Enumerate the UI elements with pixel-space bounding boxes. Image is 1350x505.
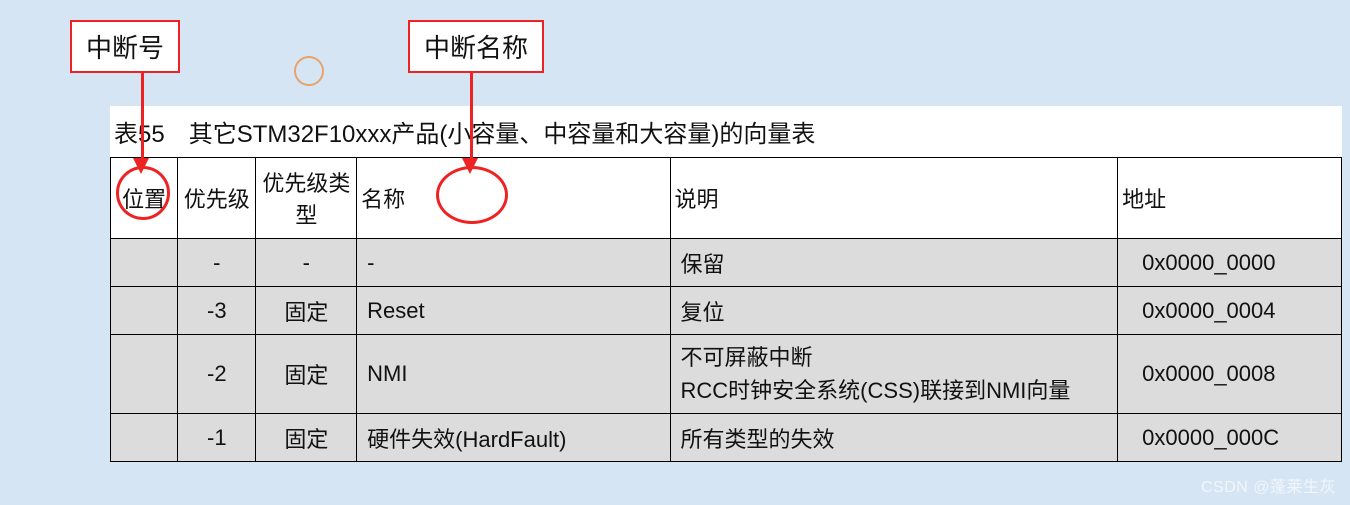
cell-desc: 保留 — [670, 239, 1118, 287]
table-body: ---保留0x0000_0000-3固定Reset复位0x0000_0004-2… — [111, 239, 1342, 462]
table-header-row: 位置 优先级 优先级类型 名称 说明 地址 — [111, 158, 1342, 239]
cell-pos — [111, 335, 178, 414]
cell-desc: 所有类型的失效 — [670, 414, 1118, 462]
vector-table: 位置 优先级 优先级类型 名称 说明 地址 ---保留0x0000_0000-3… — [110, 157, 1342, 462]
cell-prio: -3 — [178, 287, 256, 335]
cell-addr: 0x0000_0000 — [1118, 239, 1342, 287]
table-caption: 表55 其它STM32F10xxx产品(小容量、中容量和大容量)的向量表 — [110, 106, 1342, 157]
cell-addr: 0x0000_000C — [1118, 414, 1342, 462]
table-row: -2固定NMI不可屏蔽中断RCC时钟安全系统(CSS)联接到NMI向量0x000… — [111, 335, 1342, 414]
arrow-stem-left — [141, 64, 144, 160]
cell-addr: 0x0000_0004 — [1118, 287, 1342, 335]
callout-interrupt-name: 中断名称 — [408, 20, 544, 73]
document-page: 表55 其它STM32F10xxx产品(小容量、中容量和大容量)的向量表 位置 … — [110, 106, 1342, 462]
cell-line: RCC时钟安全系统(CSS)联接到NMI向量 — [681, 374, 1110, 407]
th-priority-type: 优先级类型 — [256, 158, 357, 239]
arrow-stem-right — [470, 64, 473, 160]
cell-type: 固定 — [256, 287, 357, 335]
circle-position-header — [116, 166, 170, 220]
cell-name: NMI — [357, 335, 670, 414]
cell-prio: - — [178, 239, 256, 287]
cell-desc: 复位 — [670, 287, 1118, 335]
cell-prio: -2 — [178, 335, 256, 414]
cell-pos — [111, 414, 178, 462]
small-marker-circle — [294, 56, 324, 86]
cell-type: 固定 — [256, 335, 357, 414]
cell-desc: 不可屏蔽中断RCC时钟安全系统(CSS)联接到NMI向量 — [670, 335, 1118, 414]
circle-name-header — [436, 166, 508, 224]
table-row: -1固定硬件失效(HardFault)所有类型的失效0x0000_000C — [111, 414, 1342, 462]
table-row: ---保留0x0000_0000 — [111, 239, 1342, 287]
arrow-head-right — [462, 158, 478, 174]
cell-prio: -1 — [178, 414, 256, 462]
cell-line: 不可屏蔽中断 — [681, 341, 1110, 374]
th-address: 地址 — [1118, 158, 1342, 239]
cell-type: 固定 — [256, 414, 357, 462]
cell-addr: 0x0000_0008 — [1118, 335, 1342, 414]
cell-name: Reset — [357, 287, 670, 335]
callout-interrupt-number: 中断号 — [70, 20, 180, 73]
table-row: -3固定Reset复位0x0000_0004 — [111, 287, 1342, 335]
cell-pos — [111, 239, 178, 287]
watermark: CSDN @蓬莱生灰 — [1201, 473, 1336, 497]
th-priority: 优先级 — [178, 158, 256, 239]
arrow-head-left — [133, 158, 149, 174]
cell-pos — [111, 287, 178, 335]
cell-name: - — [357, 239, 670, 287]
cell-name: 硬件失效(HardFault) — [357, 414, 670, 462]
th-name: 名称 — [357, 158, 670, 239]
cell-type: - — [256, 239, 357, 287]
th-description: 说明 — [670, 158, 1118, 239]
